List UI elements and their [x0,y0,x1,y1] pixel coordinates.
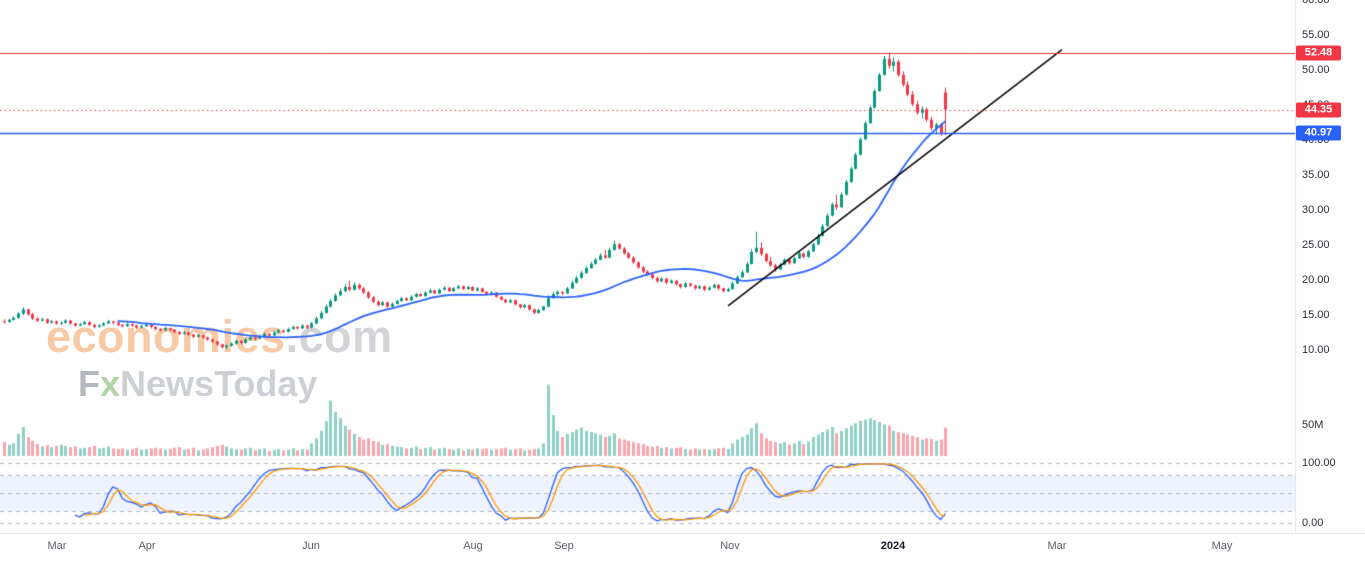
stochastic-tick-label: 0.00 [1302,517,1324,529]
time-axis-label: May [1211,540,1233,552]
price-axis[interactable]: 60.0055.0050.0045.0040.0035.0030.0025.00… [1296,0,1365,533]
volume-tick-label: 50M [1302,418,1324,431]
time-axis-label: Mar [47,540,67,552]
time-axis-label: 2024 [880,540,906,552]
stochastic-tick-label: 100.00 [1302,457,1336,469]
time-axis-label: Mar [1047,540,1067,552]
price-level-badge: 44.35 [1296,102,1341,118]
price-tick-label: 10.00 [1302,344,1330,356]
price-level-badge: 40.97 [1296,125,1341,141]
time-axis-label: Sep [554,540,574,552]
price-tick-label: 20.00 [1302,274,1330,286]
price-tick-label: 15.00 [1302,309,1330,321]
time-axis-label: Aug [463,540,483,552]
price-tick-label: 50.00 [1302,64,1330,76]
time-axis-label: Nov [720,540,740,552]
price-tick-label: 25.00 [1302,239,1330,251]
price-tick-label: 30.00 [1302,204,1330,216]
time-axis[interactable]: Mar Apr Jun Aug Sep Nov 2024 Mar May [0,534,1365,562]
price-tick-label: 55.00 [1302,29,1330,41]
price-tick-label: 60.00 [1302,0,1330,6]
time-axis-label: Jun [302,540,320,552]
price-level-badge: 52.48 [1296,45,1341,61]
price-tick-label: 35.00 [1302,169,1330,181]
time-axis-label: Apr [138,540,156,552]
